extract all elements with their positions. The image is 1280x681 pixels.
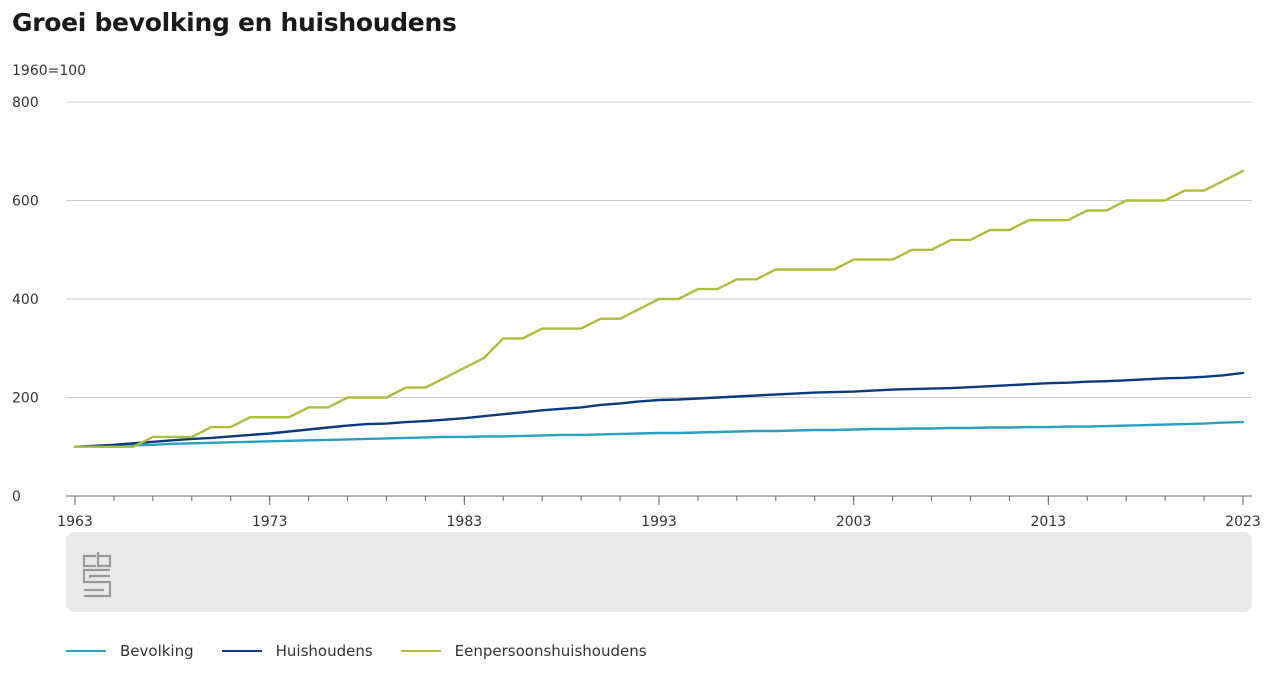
chart-title: Groei bevolking en huishoudens <box>12 8 457 37</box>
x-tick-label: 2013 <box>1031 514 1067 530</box>
y-tick-label: 0 <box>12 489 21 505</box>
axes: 0 200 400 600 800 1963 1973 1983 1993 2003 2013 202… <box>12 95 1261 530</box>
y-tick-label: 800 <box>12 95 39 111</box>
legend-label-huishoudens: Huishoudens <box>275 642 373 660</box>
x-tick-label: 1993 <box>641 514 677 530</box>
legend-item-huishoudens[interactable]: Huishoudens <box>221 642 373 660</box>
cbs-logo-s <box>82 568 112 598</box>
legend-label-eenpersoonshuishoudens: Eenpersoonshuishoudens <box>454 642 647 660</box>
cbs-logo-icon <box>82 552 112 598</box>
grid-lines <box>66 101 1252 398</box>
legend-swatch-eenpersoonshuishoudens <box>400 650 441 652</box>
x-tick-label: 2003 <box>836 514 872 530</box>
y-tick-label: 400 <box>12 292 39 308</box>
cbs-logo-s-inner <box>84 574 110 592</box>
legend-label-bevolking: Bevolking <box>120 642 194 660</box>
x-tick-label: 1963 <box>57 514 93 530</box>
series-line-huishoudens[interactable] <box>73 371 1245 448</box>
y-tick-label: 200 <box>12 391 39 407</box>
series-line-eenpersoonshuishoudens[interactable] <box>73 169 1245 448</box>
cbs-logo-b <box>96 552 112 568</box>
y-tick-label: 600 <box>12 194 39 210</box>
chart-footer-panel <box>66 532 1252 612</box>
x-tick-label: 1973 <box>252 514 288 530</box>
cbs-logo-c <box>82 554 96 568</box>
series-line-bevolking[interactable] <box>73 420 1245 448</box>
x-tick-label: 1983 <box>447 514 483 530</box>
legend-swatch-huishoudens <box>221 650 262 652</box>
series-lines <box>73 169 1245 448</box>
x-tick-label: 2023 <box>1225 514 1261 530</box>
legend-swatch-bevolking <box>66 650 106 652</box>
legend-item-eenpersoonshuishoudens[interactable]: Eenpersoonshuishoudens <box>400 642 647 660</box>
legend: Bevolking Huishoudens Eenpersoonshuishou… <box>66 642 675 660</box>
legend-item-bevolking[interactable]: Bevolking <box>66 642 194 660</box>
y-axis-unit-label: 1960=100 <box>12 63 87 79</box>
